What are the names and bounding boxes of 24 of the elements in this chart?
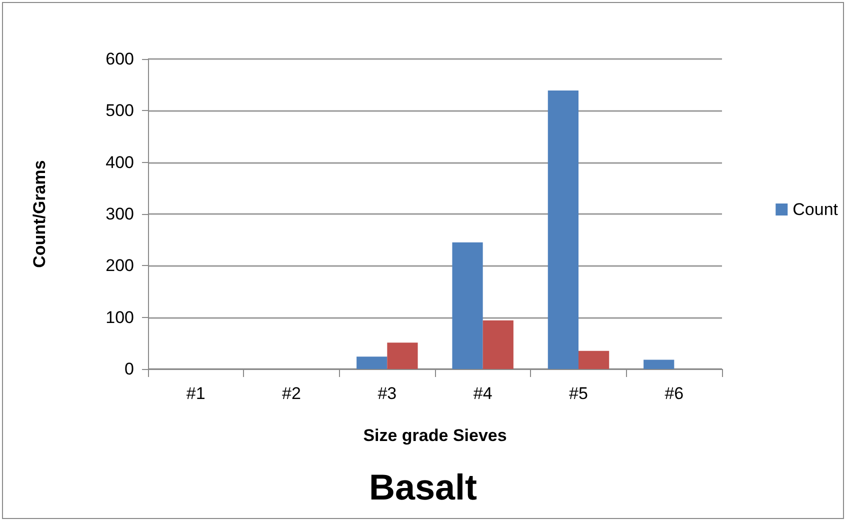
y-tick-label: 600 [106,50,134,68]
x-tick-label: #4 [473,384,492,403]
y-tick-label: 300 [106,204,134,224]
text: Basalt [368,466,478,508]
y-axis-title: Count/Grams [30,160,49,268]
y-tick-label: 100 [106,308,134,327]
legend-label: Count [792,200,838,219]
x-tick-label: #6 [664,384,684,403]
bar [387,342,418,369]
x-tick-label: #5 [569,384,588,403]
x-tick-label: #3 [378,384,397,403]
x-axis-title: Size grade Sieves [363,426,507,445]
y-tick-label: 500 [106,101,134,120]
y-tick-label: 0 [124,360,134,378]
y-tick-label: 200 [106,256,134,276]
bar [578,350,610,369]
y-tick-label: 400 [106,152,134,172]
x-tick-label: #1 [186,384,206,403]
x-tick-label: #2 [282,384,301,403]
bar [452,242,483,369]
bar [548,90,578,369]
bar [482,320,514,369]
bar [644,360,674,369]
bar [356,356,388,369]
